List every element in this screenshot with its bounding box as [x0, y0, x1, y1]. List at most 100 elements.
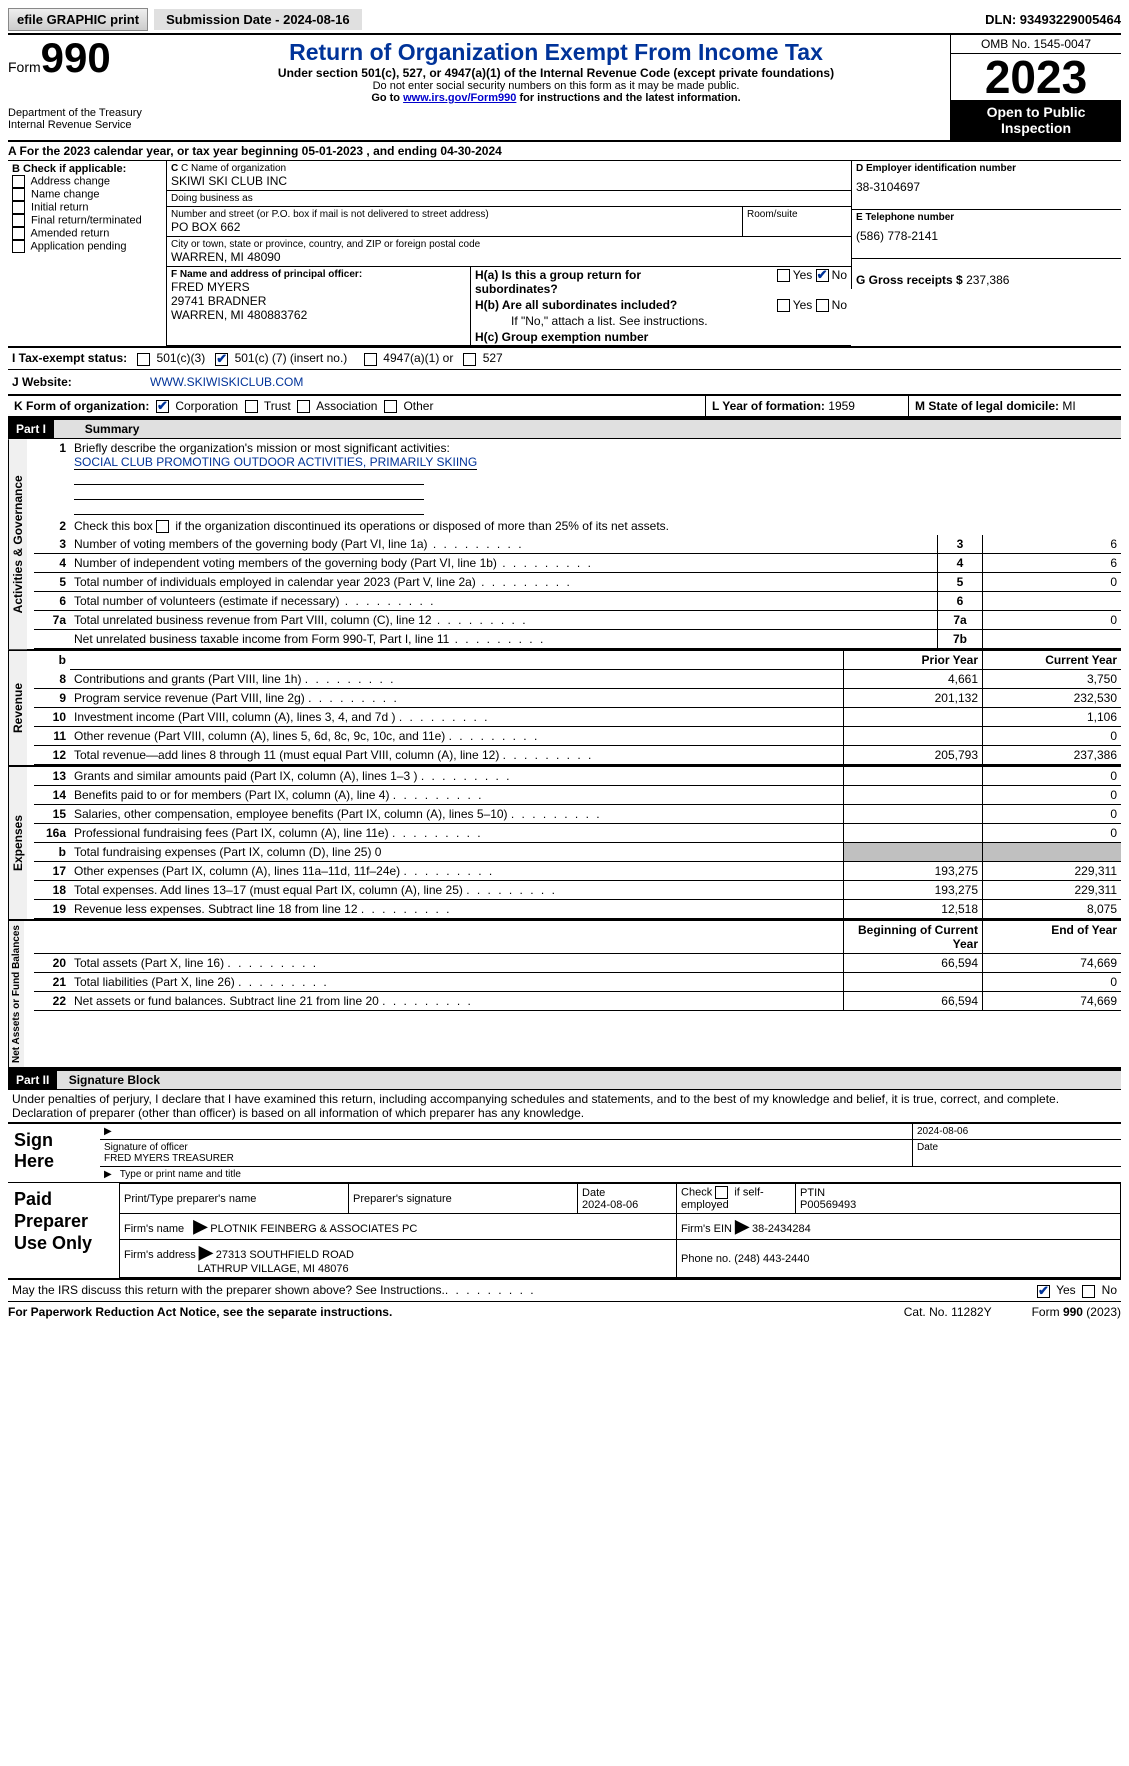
- goto-pre: Go to: [371, 92, 403, 104]
- dots: [445, 1283, 536, 1297]
- firm-name-val: PLOTNIK FEINBERG & ASSOCIATES PC: [210, 1223, 417, 1235]
- officer-addr1: 29741 BRADNER: [171, 294, 466, 308]
- revenue-block: Revenue b Prior Year Current Year 8Contr…: [8, 651, 1121, 767]
- k-label: K Form of organization:: [14, 399, 149, 413]
- hb-yes-checkbox[interactable]: [777, 299, 790, 312]
- firm-name-lab: Firm's name: [124, 1223, 184, 1235]
- summary-row: 19Revenue less expenses. Subtract line 1…: [34, 900, 1121, 919]
- open-to-public: Open to Public Inspection: [951, 100, 1121, 140]
- prep-name-hdr: Print/Type preparer's name: [120, 1184, 349, 1214]
- mission-label: Briefly describe the organization's miss…: [74, 441, 450, 455]
- discuss-yes-checkbox[interactable]: [1037, 1285, 1050, 1298]
- phone-value: (586) 778-2141: [856, 223, 1117, 243]
- trust-checkbox[interactable]: [245, 400, 258, 413]
- s527-lab: 527: [483, 351, 503, 365]
- summary-row: 16aProfessional fundraising fees (Part I…: [34, 824, 1121, 843]
- mission-blank1: [74, 470, 424, 485]
- page-footer: For Paperwork Reduction Act Notice, see …: [8, 1302, 1121, 1319]
- 501c-checkbox[interactable]: [215, 353, 228, 366]
- type-name-label: Type or print name and title: [116, 1167, 245, 1182]
- current-year-hdr: Current Year: [983, 651, 1122, 670]
- identity-block: B Check if applicable: Address change Na…: [8, 161, 1121, 347]
- summary-row: 14Benefits paid to or for members (Part …: [34, 786, 1121, 805]
- prep-date-val: 2024-08-06: [582, 1199, 638, 1211]
- org-name: SKIWI SKI CLUB INC: [171, 174, 847, 188]
- summary-row: 13Grants and similar amounts paid (Part …: [34, 767, 1121, 786]
- summary-row: 9Program service revenue (Part VIII, lin…: [34, 689, 1121, 708]
- gross-receipts-label: G Gross receipts $: [856, 273, 963, 287]
- yes-lab2: Yes: [793, 298, 813, 312]
- discuss-no-checkbox[interactable]: [1082, 1285, 1095, 1298]
- other-checkbox[interactable]: [384, 400, 397, 413]
- goto-post: for instructions and the latest informat…: [516, 92, 740, 104]
- 501c-number: 7: [276, 351, 283, 365]
- corp-checkbox[interactable]: [156, 400, 169, 413]
- irs-link[interactable]: www.irs.gov/Form990: [403, 92, 516, 104]
- form-number: Form990: [8, 37, 158, 79]
- part1-label: Part I: [8, 420, 54, 438]
- officer-label: F Name and address of principal officer:: [171, 269, 466, 280]
- h-b-yesno: Yes No: [727, 298, 847, 312]
- self-employed-cell: Check if self-employed: [677, 1184, 796, 1214]
- arrow-icon-4: ▶: [735, 1216, 749, 1236]
- department-label: Department of the Treasury Internal Reve…: [8, 107, 158, 131]
- hb-no-checkbox[interactable]: [816, 299, 829, 312]
- section-b-label: B Check if applicable:: [12, 163, 162, 175]
- discuss-row: May the IRS discuss this return with the…: [8, 1280, 1121, 1301]
- date-label: Date: [917, 1142, 938, 1153]
- i-label: I Tax-exempt status:: [12, 351, 127, 365]
- firm-addr2: LATHRUP VILLAGE, MI 48076: [197, 1263, 348, 1275]
- summary-row: 10Investment income (Part VIII, column (…: [34, 708, 1121, 727]
- h-a-label: H(a) Is this a group return for subordin…: [475, 268, 727, 296]
- year-pre: A For the 2023 calendar year, or tax yea…: [8, 144, 302, 158]
- perjury-declaration: Under penalties of perjury, I declare th…: [8, 1090, 1121, 1123]
- tax-year: 2023: [951, 54, 1121, 100]
- firm-ein-val: 38-2434284: [752, 1223, 811, 1235]
- applicable-checkbox[interactable]: [12, 214, 25, 227]
- discontinued-checkbox[interactable]: [156, 520, 169, 533]
- prior-year-hdr: Prior Year: [844, 651, 983, 670]
- cat-no: Cat. No. 11282Y: [904, 1305, 992, 1319]
- ha-no-checkbox[interactable]: [816, 269, 829, 282]
- h-c-label: H(c) Group exemption number: [475, 330, 648, 344]
- summary-row: 8Contributions and grants (Part VIII, li…: [34, 670, 1121, 689]
- assoc-lab: Association: [316, 399, 377, 413]
- 501c3-checkbox[interactable]: [137, 353, 150, 366]
- c-post: ) (insert no.): [283, 351, 348, 365]
- side-balances: Net Assets or Fund Balances: [8, 921, 24, 1067]
- applicable-checkbox[interactable]: [12, 201, 25, 214]
- f-post: (2023): [1083, 1305, 1121, 1319]
- expenses-block: Expenses 13Grants and similar amounts pa…: [8, 767, 1121, 921]
- sig-officer-label: Signature of officer: [104, 1142, 188, 1153]
- instructions-note: Go to www.irs.gov/Form990 for instructio…: [168, 92, 944, 104]
- 4947-checkbox[interactable]: [364, 353, 377, 366]
- applicable-checkbox[interactable]: [12, 175, 25, 188]
- checkbox-row: Initial return: [12, 201, 162, 214]
- no-lab2: No: [832, 298, 847, 312]
- form-990-number: 990: [41, 34, 111, 81]
- form-header: Form990 Department of the Treasury Inter…: [8, 35, 1121, 142]
- form-subtitle: Under section 501(c), 527, or 4947(a)(1)…: [168, 66, 944, 80]
- trust-lab: Trust: [264, 399, 291, 413]
- assoc-checkbox[interactable]: [297, 400, 310, 413]
- dba-label: Doing business as: [171, 193, 847, 204]
- discuss-yes: Yes: [1056, 1283, 1076, 1297]
- part1-bar: Part I Summary: [8, 418, 1121, 439]
- arrow-icon: ▶: [100, 1124, 116, 1139]
- city-state-zip: WARREN, MI 48090: [171, 250, 847, 264]
- yes-lab: Yes: [793, 268, 813, 282]
- checkbox-row: Amended return: [12, 227, 162, 240]
- top-bar: efile GRAPHIC print Submission Date - 20…: [8, 8, 1121, 35]
- no-lab: No: [832, 268, 847, 282]
- 527-checkbox[interactable]: [463, 353, 476, 366]
- ein-label: D Employer identification number: [856, 163, 1117, 174]
- efile-button[interactable]: efile GRAPHIC print: [8, 8, 148, 31]
- applicable-checkbox[interactable]: [12, 240, 25, 253]
- arrow-icon-5: ▶: [199, 1242, 213, 1262]
- summary-row: 4Number of independent voting members of…: [34, 554, 1121, 573]
- ssn-note: Do not enter social security numbers on …: [168, 80, 944, 92]
- self-employed-checkbox[interactable]: [715, 1186, 728, 1199]
- applicable-checkbox[interactable]: [12, 227, 25, 240]
- applicable-checkbox[interactable]: [12, 188, 25, 201]
- ha-yes-checkbox[interactable]: [777, 269, 790, 282]
